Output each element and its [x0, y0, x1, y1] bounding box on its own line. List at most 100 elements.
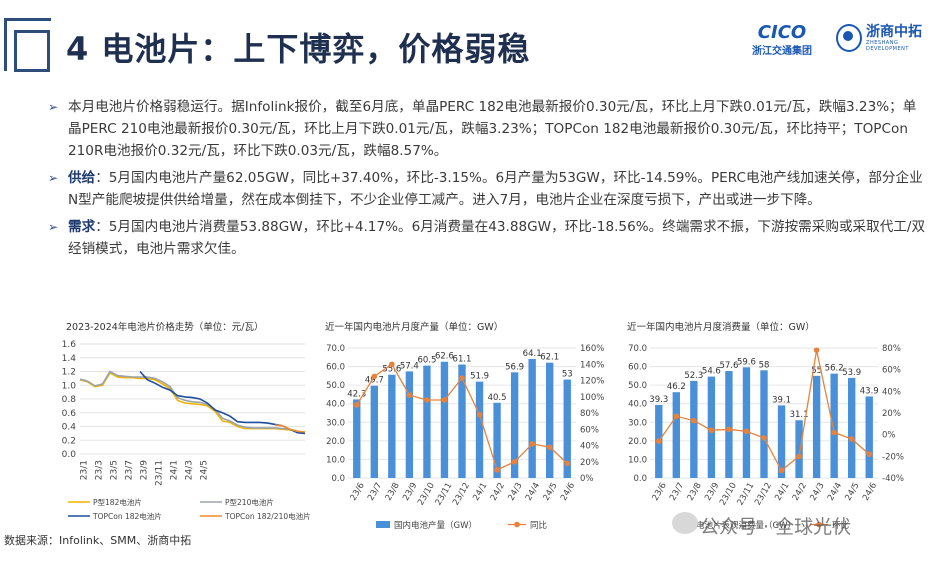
- data-label: 43.9: [860, 386, 879, 396]
- legend-swatch: [376, 521, 390, 528]
- line-point: [353, 402, 360, 408]
- y2-tick-label: -20%: [882, 452, 904, 462]
- y-tick-label: 30.0: [628, 418, 647, 428]
- bar: [725, 371, 733, 478]
- x-tick-label: 24/2: [489, 481, 507, 503]
- y2-tick-label: 120%: [580, 377, 604, 387]
- y2-tick-label: 20%: [580, 458, 599, 468]
- bullet-list: ➢ 本月电池片价格弱稳运行。据Infolink报价，截至6月底，单晶PERC 1…: [46, 96, 926, 265]
- line-point: [655, 438, 662, 444]
- consumption-chart-title: 近一年国内电池片月度消费量（单位：GW）: [627, 322, 815, 333]
- data-label: 58: [759, 360, 770, 370]
- production-chart: 0.0 10.0 20.0 30.0 40.0 50.0 60.0 70.0 0% 20% 40% 6…: [326, 344, 604, 531]
- y-tick-label: 10.0: [628, 455, 647, 465]
- data-label: 59.6: [737, 357, 756, 367]
- series-line: [274, 424, 306, 433]
- bar: [440, 361, 449, 478]
- cico-logo-text: CICO: [757, 22, 807, 43]
- bullet-demand: ➢ 需求：5月国内电池片消费量53.88GW，环比+4.17%。6月消费量在43…: [46, 216, 926, 260]
- bullet-label: 供给: [68, 170, 96, 186]
- legend-label: TOPCon 182/210电池片: [224, 511, 310, 521]
- y-tick-label: 1.0: [62, 381, 77, 391]
- bar: [760, 370, 768, 478]
- bar: [848, 377, 856, 478]
- bar: [690, 380, 698, 478]
- page-title: 4 电池片：上下博弈，价格弱稳: [66, 30, 531, 68]
- line-point: [406, 392, 413, 398]
- cico-logo-subtext: 浙江交通集团: [752, 46, 812, 57]
- y-tick-label: 50.0: [628, 381, 647, 391]
- bullet-text: 本月电池片价格弱稳运行。据Infolink报价，截至6月底，单晶PERC 182…: [68, 99, 917, 159]
- arrow-bullet-icon: ➢: [48, 220, 59, 234]
- y2-tick-label: 20%: [882, 409, 901, 419]
- x-tick-label: 23/12: [451, 481, 472, 507]
- data-label: 51.9: [470, 372, 489, 382]
- y-tick-label: 0.6: [62, 409, 77, 419]
- arrow-bullet-icon: ➢: [48, 100, 59, 114]
- line-point: [691, 417, 697, 424]
- x-tick-label: 24/4: [826, 481, 844, 503]
- x-tick-label: 23/11: [155, 460, 165, 486]
- data-label: 39.1: [772, 395, 791, 405]
- x-tick-label: 24/6: [861, 481, 879, 503]
- y2-tick-label: 100%: [580, 393, 604, 403]
- x-tick-label: 24/6: [559, 481, 577, 503]
- data-label: 56.9: [505, 362, 524, 372]
- line-point: [796, 453, 802, 460]
- y2-tick-label: 80%: [580, 409, 599, 419]
- bar: [830, 373, 838, 478]
- line-point: [778, 467, 785, 474]
- consumption-chart: 0.0 10.0 20.0 30.0 40.0 50.0 60.0 70.0 -40% -20% 0…: [628, 344, 904, 531]
- x-tick-label: 23/7: [125, 460, 135, 480]
- series-line: [79, 370, 306, 435]
- y-tick-label: 0.8: [62, 395, 77, 405]
- legend-label: P型182电池片: [93, 497, 142, 507]
- line-point: [743, 428, 750, 435]
- data-label: 64.1: [523, 349, 542, 359]
- y-tick-label: 20.0: [628, 437, 647, 447]
- x-tick-label: 23/8: [384, 481, 402, 503]
- y-tick-label: 10.0: [326, 455, 345, 465]
- line-point: [866, 451, 873, 457]
- data-label: 40.5: [488, 393, 507, 403]
- bar: [742, 367, 751, 478]
- x-tick-label: 24/2: [791, 481, 809, 503]
- y2-tick-label: 40%: [882, 387, 901, 397]
- x-tick-label: 24/5: [844, 481, 862, 503]
- bullet-price: ➢ 本月电池片价格弱稳运行。据Infolink报价，截至6月底，单晶PERC 1…: [46, 96, 926, 162]
- bar: [528, 358, 536, 478]
- data-label: 42.3: [347, 389, 366, 399]
- price-chart-title: 2023-2024年电池片价格走势（单位：元/瓦）: [66, 322, 264, 333]
- bar: [423, 365, 431, 478]
- y2-tick-label: 160%: [580, 344, 604, 354]
- x-tick-label: 24/3: [185, 460, 195, 480]
- data-label: 54.6: [702, 367, 721, 377]
- line-point: [761, 435, 767, 441]
- bar: [475, 381, 484, 478]
- x-tick-label: 23/8: [686, 481, 704, 503]
- legend-label: 环比: [832, 520, 849, 531]
- y2-tick-label: 0%: [882, 431, 896, 441]
- corner-frame-decoration: [4, 18, 51, 71]
- data-label: 56.2: [825, 364, 844, 374]
- line-point: [371, 373, 378, 380]
- y2-tick-label: 140%: [580, 360, 604, 370]
- data-label: 53: [562, 370, 573, 380]
- bar: [777, 405, 786, 478]
- x-tick-label: 24/5: [542, 481, 560, 503]
- y-tick-label: 60.0: [326, 363, 345, 373]
- legend-label: 电池片表观消费量（GW）: [696, 520, 796, 531]
- legend-label: 国内电池产量（GW）: [394, 520, 477, 531]
- legend-swatch: [816, 521, 822, 528]
- watermark-text: 公众号 · 全球光伏: [700, 516, 852, 538]
- bar: [510, 372, 519, 478]
- x-tick-label: 23/1: [80, 460, 90, 480]
- bar: [370, 385, 378, 478]
- line-point: [424, 397, 430, 403]
- line-point: [459, 375, 465, 381]
- bar: [812, 375, 821, 478]
- legend-label: 同比: [530, 520, 547, 531]
- legend-swatch: [514, 521, 520, 528]
- production-chart-title: 近一年国内电池片月度产量（单位：GW）: [325, 322, 504, 333]
- arrow-bullet-icon: ➢: [48, 171, 59, 185]
